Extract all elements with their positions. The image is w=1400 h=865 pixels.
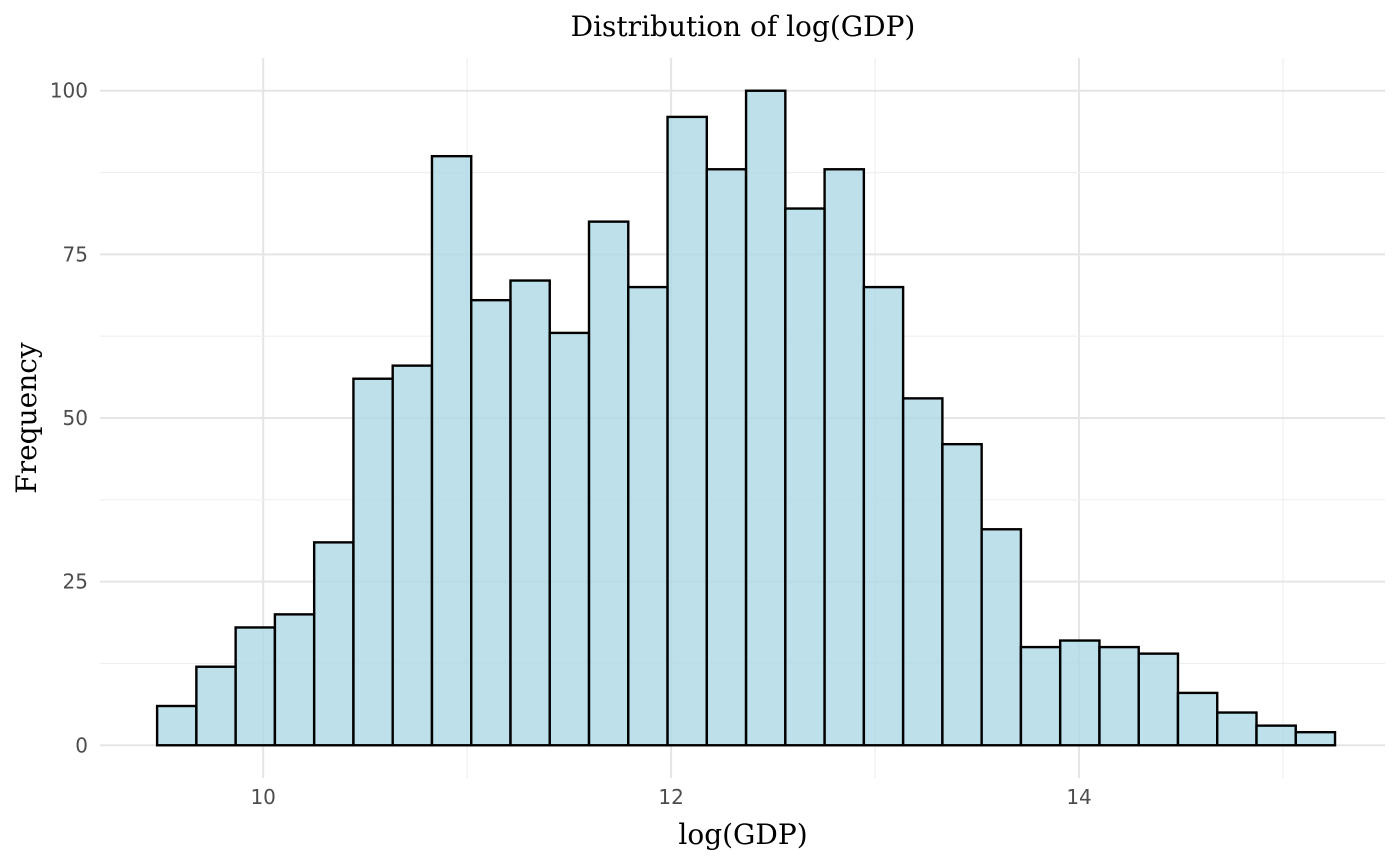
histogram-bar [980,528,1023,747]
histogram-bar [784,207,826,747]
histogram-bar [1019,645,1062,747]
histogram-bar [1176,691,1219,747]
y-tick-label: 75 [63,242,88,266]
y-tick-label: 50 [63,406,88,430]
histogram-bar [744,89,787,747]
x-axis-ticks: 10 12 14 [250,785,1091,809]
histogram-bar [509,279,551,747]
histogram-bar [705,168,748,747]
histogram-bar [1294,730,1337,747]
histogram-bars [155,89,1337,747]
histogram-bar [823,168,866,747]
histogram-bar [1216,711,1258,747]
histogram-bar [195,665,237,747]
y-tick-label: 0 [75,733,88,757]
histogram-bar [352,377,394,747]
histogram-bar [627,285,669,747]
x-tick-label: 14 [1066,785,1091,809]
histogram-bar [430,154,473,747]
histogram-bar [587,220,630,747]
chart-title: Distribution of log(GDP) [571,10,916,43]
y-axis-title: Frequency [10,342,43,494]
histogram-bar [1137,652,1180,747]
histogram-bar [1255,724,1297,747]
histogram-bar [1098,645,1140,747]
histogram-bar [470,298,512,747]
histogram-bar [234,626,277,747]
histogram-bar [312,541,355,747]
histogram-bar [391,364,434,747]
histogram-bar [273,613,316,747]
histogram-bar [862,285,905,747]
y-axis-ticks: 0 25 50 75 100 [50,79,88,758]
y-tick-label: 100 [50,79,88,103]
x-tick-label: 10 [250,785,275,809]
histogram-bar [901,397,944,747]
histogram-bar [666,115,709,747]
histogram-bar [1058,639,1101,747]
histogram-bar [548,331,591,747]
histogram-bar [155,704,198,747]
x-tick-label: 12 [658,785,683,809]
histogram-bar [941,442,983,747]
x-axis-title: log(GDP) [678,818,807,851]
y-tick-label: 25 [63,570,88,594]
